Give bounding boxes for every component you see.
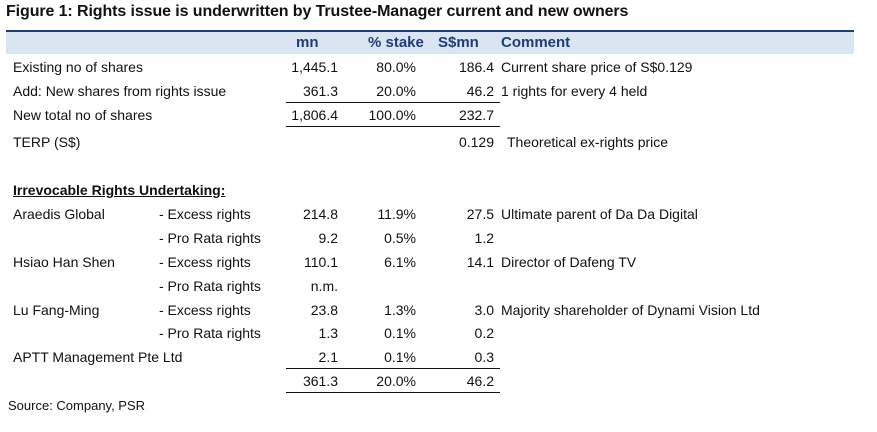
cell-sgd: 186.4 [458, 59, 494, 75]
cell-sgd: 27.5 [466, 206, 494, 222]
header-comment: Comment [501, 34, 571, 51]
section-heading-row: Irrevocable Rights Undertaking: [6, 179, 854, 201]
cell-comment: Director of Dafeng TV [501, 254, 637, 270]
subtotal-line [286, 102, 500, 103]
cell-stake: 1.3% [384, 302, 416, 318]
cell-mn: n.m. [310, 278, 338, 294]
row-type: - Pro Rata rights [159, 325, 261, 341]
cell-mn: 1,445.1 [291, 59, 338, 75]
row-label: Add: New shares from rights issue [13, 83, 227, 99]
total-line [286, 126, 500, 127]
cell-sgd: 0.129 [458, 134, 494, 150]
cell-stake: 0.5% [384, 230, 416, 246]
cell-stake: 0.1% [384, 349, 416, 365]
cell-stake: 11.9% [377, 206, 416, 222]
row-type: - Excess rights [159, 302, 251, 318]
cell-comment: Theoretical ex-rights price [507, 134, 669, 150]
table-row: - Pro Rata rights 9.2 0.5% 1.2 [6, 227, 854, 249]
table-row: Add: New shares from rights issue 361.3 … [6, 80, 854, 102]
cell-stake: 6.1% [384, 254, 416, 270]
row-label: Existing no of shares [13, 59, 143, 75]
row-type: - Pro Rata rights [159, 278, 261, 294]
row-type: - Excess rights [159, 254, 251, 270]
cell-mn: 9.2 [318, 230, 338, 246]
table-row: - Pro Rata rights 1.3 0.1% 0.2 [6, 322, 854, 344]
table-header: mn % stake S$mn Comment [6, 30, 854, 54]
row-name: Lu Fang-Ming [13, 302, 100, 318]
cell-comment: Current share price of S$0.129 [501, 59, 693, 75]
table-row: Existing no of shares 1,445.1 80.0% 186.… [6, 56, 854, 78]
cell-sgd: 0.2 [474, 325, 494, 341]
cell-sgd: 232.7 [458, 107, 494, 123]
row-type: - Excess rights [159, 206, 251, 222]
row-label: TERP (S$) [13, 134, 81, 150]
table-row: - Pro Rata rights n.m. [6, 275, 854, 297]
cell-mn: 1.3 [318, 325, 338, 341]
cell-sgd: 46.2 [466, 83, 494, 99]
table-row: TERP (S$) 0.129 Theoretical ex-rights pr… [6, 131, 854, 153]
row-type: - Pro Rata rights [159, 230, 261, 246]
header-stake: % stake [368, 34, 424, 51]
table-row: Hsiao Han Shen - Excess rights 110.1 6.1… [6, 251, 854, 273]
total-sgd: 46.2 [466, 373, 494, 389]
row-name: Hsiao Han Shen [13, 254, 115, 270]
cell-mn: 1,806.4 [291, 107, 338, 123]
cell-sgd: 3.0 [474, 302, 494, 318]
row-name: Araedis Global [13, 206, 105, 222]
row-name: APTT Management Pte Ltd [13, 349, 183, 365]
total-bottom-line [286, 392, 500, 393]
total-mn: 361.3 [302, 373, 338, 389]
cell-comment: Ultimate parent of Da Da Digital [501, 206, 698, 222]
total-stake: 20.0% [376, 373, 416, 389]
cell-stake: 0.1% [384, 325, 416, 341]
cell-stake: 100.0% [368, 107, 416, 123]
cell-mn: 214.8 [302, 206, 338, 222]
figure-title: Figure 1: Rights issue is underwritten b… [6, 3, 629, 20]
cell-stake: 80.0% [376, 59, 416, 75]
cell-mn: 2.1 [318, 349, 338, 365]
source-note: Source: Company, PSR [8, 398, 146, 413]
cell-sgd: 1.2 [474, 230, 494, 246]
cell-mn: 361.3 [302, 83, 338, 99]
header-mn: mn [296, 34, 319, 51]
table-row: Lu Fang-Ming - Excess rights 23.8 1.3% 3… [6, 299, 854, 321]
cell-sgd: 14.1 [466, 254, 494, 270]
cell-sgd: 0.3 [474, 349, 494, 365]
cell-mn: 23.8 [310, 302, 338, 318]
cell-comment: 1 rights for every 4 held [501, 83, 648, 99]
header-sgd: S$mn [438, 34, 479, 51]
cell-stake: 20.0% [376, 83, 416, 99]
total-top-line [286, 368, 500, 369]
table-row: Araedis Global - Excess rights 214.8 11.… [6, 203, 854, 225]
row-label: New total no of shares [13, 107, 153, 123]
cell-comment: Majority shareholder of Dynami Vision Lt… [501, 302, 760, 318]
cell-mn: 110.1 [304, 254, 338, 270]
table-row: New total no of shares 1,806.4 100.0% 23… [6, 104, 854, 126]
table-row: APTT Management Pte Ltd 2.1 0.1% 0.3 [6, 346, 854, 368]
section-title: Irrevocable Rights Undertaking: [13, 182, 226, 198]
total-row: 361.3 20.0% 46.2 [6, 370, 854, 392]
